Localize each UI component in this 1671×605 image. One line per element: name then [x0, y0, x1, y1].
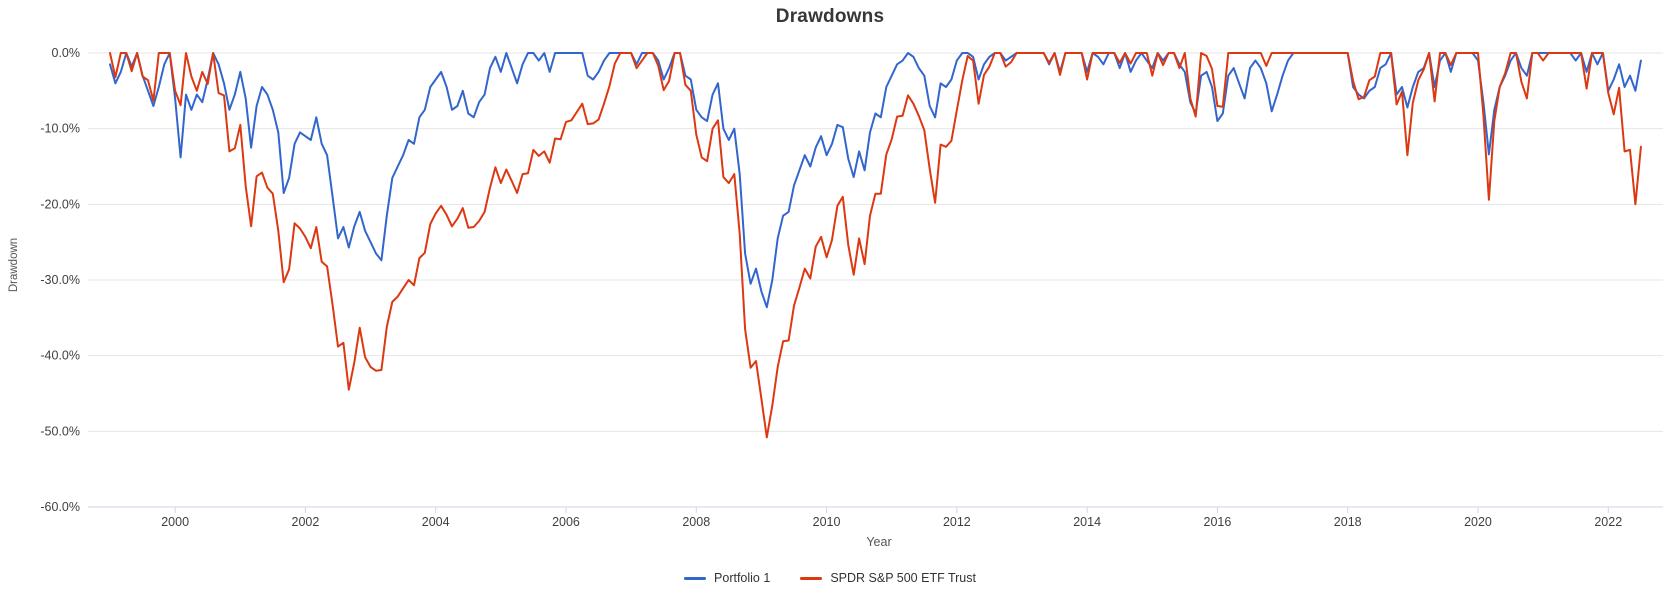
x-tick-label: 2002 [292, 515, 320, 529]
legend-line-swatch-blue [684, 576, 707, 580]
y-tick-label: -40.0% [40, 349, 80, 363]
legend-label: Portfolio 1 [714, 571, 771, 585]
y-tick-label: -60.0% [40, 500, 80, 514]
x-tick-label: 2008 [682, 515, 710, 529]
x-tick-label: 2004 [422, 515, 450, 529]
series-line-spdr-sp500-etf[interactable] [109, 52, 1642, 439]
legend-item-portfolio-1[interactable]: Portfolio 1 [684, 571, 770, 585]
chart-legend: Portfolio 1 SPDR S&P 500 ETF Trust [0, 571, 1660, 585]
y-tick-label: -30.0% [40, 273, 80, 287]
legend-label: SPDR S&P 500 ETF Trust [830, 571, 976, 585]
gridlines [88, 52, 1663, 508]
y-axis-tick-labels: 0.0% -10.0% -20.0% -30.0% -40.0% -50.0% -60.0% [40, 46, 80, 514]
x-tick-label: 2022 [1594, 515, 1622, 529]
y-tick-label: 0.0% [52, 46, 81, 60]
y-tick-label: -50.0% [40, 424, 80, 438]
x-tick-label: 2012 [943, 515, 971, 529]
x-tick-label: 2010 [813, 515, 841, 529]
series-line-portfolio-1[interactable] [109, 52, 1642, 309]
y-tick-label: -10.0% [40, 122, 80, 136]
x-tick-label: 2014 [1073, 515, 1101, 529]
x-tick-label: 2020 [1464, 515, 1492, 529]
x-axis-ticks: 2000 2002 2004 2006 2008 2010 2012 2014 2016 2018… [161, 507, 1622, 529]
legend-line-swatch-red [800, 576, 823, 580]
x-tick-label: 2018 [1334, 515, 1362, 529]
legend-item-spdr-sp500-etf[interactable]: SPDR S&P 500 ETF Trust [800, 571, 976, 585]
y-tick-label: -20.0% [40, 197, 80, 211]
x-tick-label: 2016 [1204, 515, 1232, 529]
x-tick-label: 2006 [552, 515, 580, 529]
chart-title: Drawdowns [775, 6, 885, 27]
x-tick-label: 2000 [161, 515, 189, 529]
x-axis-title: Year [866, 535, 892, 549]
y-axis-title-text: Drawdown [8, 237, 20, 293]
